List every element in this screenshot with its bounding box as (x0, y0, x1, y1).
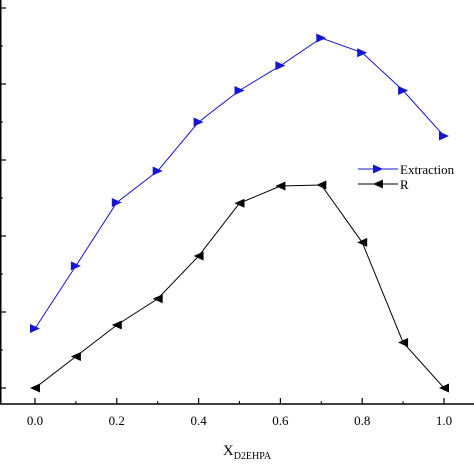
series-r (30, 180, 449, 393)
data-point-extraction (316, 33, 327, 43)
data-point-r (439, 383, 449, 393)
x-tick-label: 0.6 (272, 413, 289, 428)
data-point-extraction (111, 198, 122, 207)
x-axis-title: XD2EHPA (223, 443, 272, 462)
data-point-r (111, 320, 122, 330)
data-point-extraction (152, 166, 163, 176)
plot-frame (0, 0, 474, 405)
data-point-r (357, 237, 368, 247)
legend-marker-extraction (373, 164, 383, 174)
data-point-extraction (398, 86, 409, 95)
data-point-r (70, 352, 81, 361)
data-point-extraction (70, 261, 81, 271)
x-axis-title-main: X (223, 443, 234, 459)
x-tick-label: 1.0 (436, 413, 452, 428)
data-point-extraction (234, 86, 245, 95)
data-point-extraction (193, 117, 204, 127)
data-point-r (398, 338, 409, 347)
data-point-r (152, 294, 163, 304)
data-point-r (234, 198, 245, 208)
x-tick-label: 0.8 (354, 413, 370, 428)
x-axis-title-subscript: D2EHPA (234, 451, 272, 462)
data-point-r (30, 383, 40, 393)
legend-label-r: R (400, 177, 409, 192)
legend-marker-r (373, 179, 383, 189)
data-point-extraction (30, 324, 40, 333)
series-layer (30, 33, 449, 393)
x-tick-label: 0.4 (190, 413, 207, 428)
data-point-r (275, 181, 286, 191)
x-tick-label: 0.2 (109, 413, 125, 428)
x-tick-label: 0.0 (27, 413, 43, 428)
data-point-extraction (275, 61, 286, 71)
data-point-r (193, 251, 204, 261)
data-point-r (316, 180, 327, 190)
x-axis: 0.0 0.2 0.4 0.6 0.8 1.0 (27, 398, 452, 428)
legend-label-extraction: Extraction (400, 162, 455, 177)
data-point-extraction (357, 48, 368, 58)
series-line-r (34, 184, 445, 389)
series-extraction (30, 33, 449, 333)
data-point-extraction (439, 131, 449, 141)
